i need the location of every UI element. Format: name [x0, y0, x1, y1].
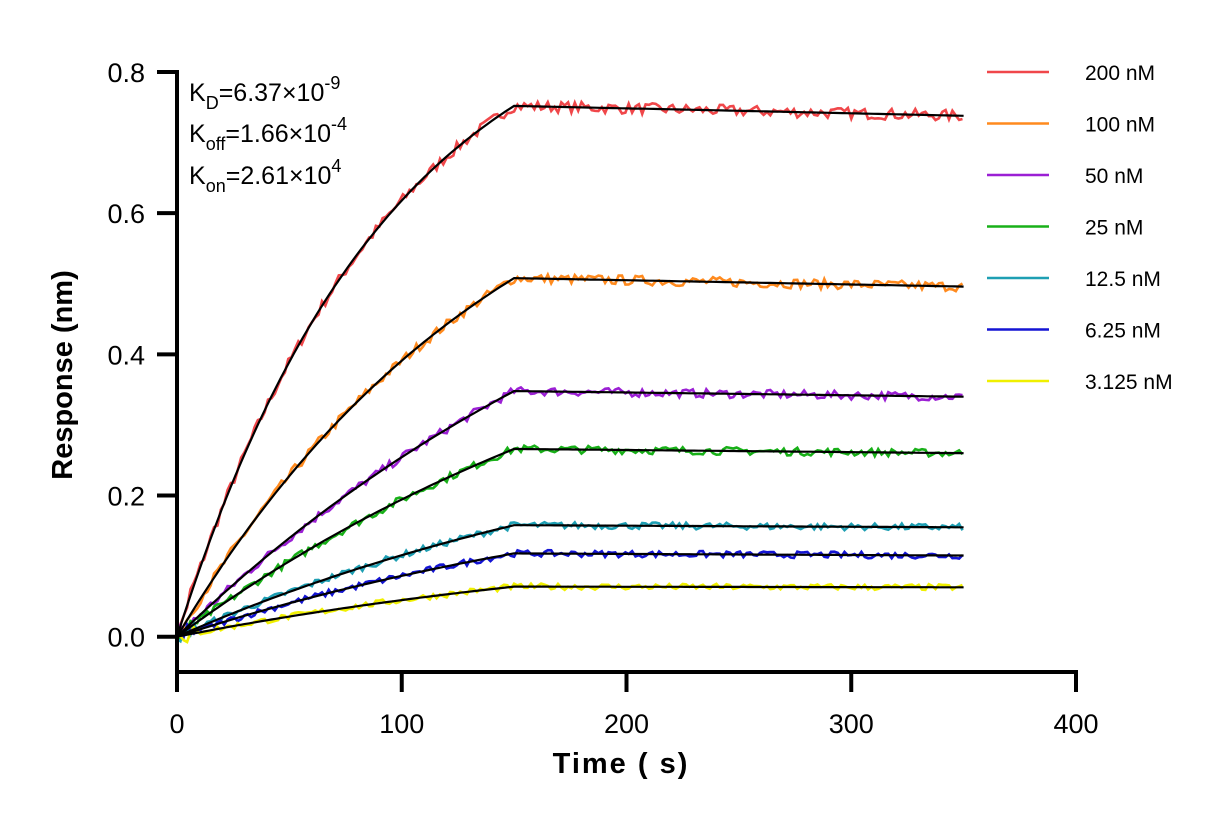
kd-subscript: D	[206, 93, 219, 113]
x-tick-label: 100	[379, 709, 424, 739]
y-axis-title: Response (nm)	[47, 270, 79, 479]
legend-label: 100 nM	[1085, 114, 1155, 137]
series-line-25-nm	[175, 443, 964, 643]
x-tick-label: 200	[604, 709, 649, 739]
kd-value: =6.37×10	[219, 79, 325, 107]
kd-annotation: KD=6.37×10-9	[189, 73, 340, 113]
fit-line-100-nm	[176, 276, 964, 638]
legend-item: 50 nM	[987, 165, 1143, 188]
koff-value: =1.66×10	[225, 120, 331, 148]
kon-value: =2.61×10	[226, 162, 332, 190]
fit-curve-layer	[175, 104, 964, 638]
legend-label: 200 nM	[1085, 62, 1155, 85]
legend-item: 25 nM	[987, 217, 1143, 240]
fit-line-25-nm	[176, 447, 964, 638]
koff-annotation: Koff=1.66×10-4	[189, 114, 347, 154]
legend-label: 3.125 nM	[1085, 371, 1173, 394]
y-tick-label: 0.6	[107, 199, 145, 229]
kd-base: K	[189, 79, 206, 107]
kon-base: K	[189, 162, 206, 190]
x-tick-label: 0	[169, 709, 184, 739]
fit-line-50-nm	[176, 390, 964, 638]
legend-item: 100 nM	[987, 114, 1155, 137]
legend-label: 12.5 nM	[1085, 268, 1161, 291]
y-tick-label: 0.4	[107, 340, 145, 370]
legend-item: 200 nM	[987, 62, 1155, 85]
legend-item: 3.125 nM	[987, 371, 1173, 394]
legend-item: 12.5 nM	[987, 268, 1161, 291]
legend: 200 nM 100 nM 50 nM 25 nM 12.5 nM 6.25 nM 3.12…	[987, 62, 1173, 394]
fit-line-12-5-nm	[176, 524, 964, 638]
legend-label: 6.25 nM	[1085, 320, 1161, 343]
kon-subscript: on	[206, 176, 226, 196]
series-line-50-nm	[175, 385, 963, 637]
series-line-3-125-nm	[176, 581, 963, 644]
kon-exponent: 4	[331, 156, 341, 176]
x-tick-label: 400	[1053, 709, 1098, 739]
legend-item: 6.25 nM	[987, 320, 1161, 343]
axes: 0 100 200 300 400 0.0 0.2 0.4 0.6 0.8	[107, 58, 1098, 739]
series-line-12-5-nm	[176, 520, 964, 644]
koff-exponent: -4	[331, 114, 347, 134]
kon-annotation: Kon=2.61×104	[189, 156, 341, 196]
koff-base: K	[189, 120, 206, 148]
fit-line-200-nm	[175, 104, 964, 638]
kinetic-constants-annotation: KD=6.37×10-9 Koff=1.66×10-4 Kon=2.61×104	[189, 73, 347, 196]
y-tick-label: 0.0	[107, 623, 145, 653]
x-axis-title: Time ( s)	[553, 748, 690, 780]
x-tick-label: 300	[829, 709, 874, 739]
fit-line-3-125-nm	[176, 585, 964, 638]
kd-exponent: -9	[324, 73, 340, 93]
fit-line-6-25-nm	[176, 552, 964, 638]
series-line-6-25-nm	[176, 548, 964, 640]
koff-subscript: off	[206, 134, 227, 154]
legend-label: 50 nM	[1085, 165, 1143, 188]
y-tick-label: 0.8	[107, 58, 145, 88]
legend-label: 25 nM	[1085, 217, 1143, 240]
y-tick-label: 0.2	[107, 482, 145, 512]
